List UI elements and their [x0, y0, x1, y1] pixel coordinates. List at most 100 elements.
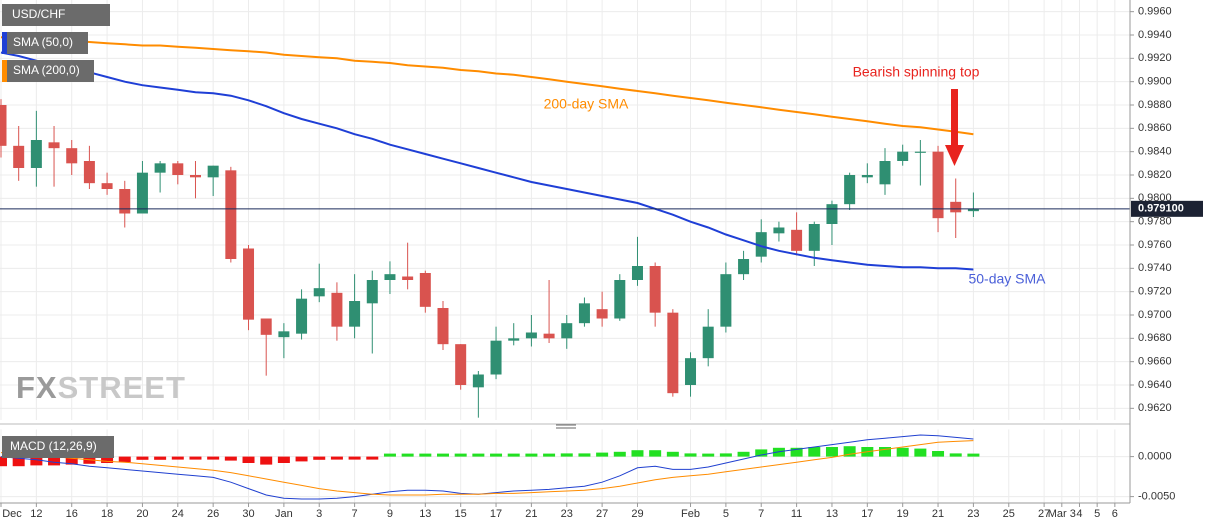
candle-body [243, 248, 255, 320]
annotation: Bearish spinning top [853, 64, 980, 80]
candle-body [614, 280, 626, 319]
histogram-bar [666, 451, 679, 457]
histogram-bar [825, 447, 838, 457]
histogram-bar [578, 453, 591, 457]
histogram-bar [313, 456, 326, 460]
histogram-bar [932, 451, 945, 457]
candle-body [225, 170, 237, 259]
y-tick-label: 0.0000 [1138, 451, 1172, 463]
x-tick-label: 4 [1076, 508, 1082, 520]
x-tick-label: 9 [387, 508, 393, 520]
histogram-bar [896, 447, 909, 457]
histogram-bar [543, 453, 556, 457]
legend-box [2, 60, 94, 82]
x-tick-label: 3 [316, 508, 322, 520]
legend-box [2, 436, 114, 458]
x-tick-label: 12 [30, 508, 42, 520]
histogram-bar [719, 453, 732, 457]
candle-body [349, 301, 361, 327]
histogram-bar [118, 456, 131, 463]
x-tick-label: 24 [172, 508, 184, 520]
histogram-bar [649, 450, 662, 457]
legend: USD/CHF SMA (50,0) SMA (200,0) MACD (12,… [2, 4, 114, 458]
candle-body [950, 201, 962, 213]
candle-body [578, 303, 590, 324]
x-tick-label: 25 [1003, 508, 1015, 520]
histogram-bar [454, 453, 467, 457]
candle-body [278, 331, 290, 338]
candle-body [296, 298, 308, 334]
histogram-bar [684, 453, 697, 457]
histogram-bar [207, 456, 220, 460]
x-tick-label: 27 [596, 508, 608, 520]
histogram-bar [171, 456, 184, 460]
x-tick-label: Dec [2, 508, 22, 520]
candle-body [914, 151, 926, 153]
candle-body [861, 175, 873, 178]
candle-body [720, 274, 732, 327]
x-tick-label: 5 [723, 508, 729, 520]
candle-body [0, 105, 7, 146]
y-tick-label: 0.9840 [1138, 146, 1172, 158]
histogram-bar [843, 446, 856, 457]
histogram-bar [702, 453, 715, 457]
histogram-bar [525, 453, 538, 457]
candle-body [685, 358, 697, 385]
y-tick-label: 0.9660 [1138, 356, 1172, 368]
histogram-bar [949, 453, 962, 457]
candle-body [773, 227, 785, 234]
candle-body [136, 172, 148, 214]
candle-body [702, 326, 714, 359]
histogram-bar [808, 447, 821, 457]
candle-body [402, 276, 414, 280]
x-tick-label: 15 [455, 508, 467, 520]
last-price-label: 0.979100 [1138, 203, 1184, 215]
x-tick-label: 13 [419, 508, 431, 520]
histogram-bar [596, 452, 609, 457]
candle-body [508, 338, 520, 341]
candle-body [331, 292, 343, 327]
histogram-bar [401, 453, 414, 457]
legend-swatch [2, 32, 7, 54]
candle-body [879, 161, 891, 185]
histogram-bar [12, 456, 25, 467]
line [0, 51, 974, 271]
histogram-bar [790, 447, 803, 457]
candle-body [83, 161, 95, 184]
histogram-bar [260, 456, 273, 465]
x-tick-label: 23 [967, 508, 979, 520]
y-tick-label: 0.9940 [1138, 29, 1172, 41]
y-tick-label: 0.9820 [1138, 169, 1172, 181]
x-tick-label: 13 [826, 508, 838, 520]
x-tick-label: 27 [1038, 508, 1050, 520]
candle-body [596, 309, 608, 319]
candle-body [455, 344, 467, 385]
y-tick-label: 0.9720 [1138, 286, 1172, 298]
candle-body [13, 145, 25, 168]
x-tick-label: 16 [66, 508, 78, 520]
histogram-bar [154, 456, 167, 460]
histogram-bar [330, 456, 343, 460]
candle-body [189, 175, 201, 178]
candle-body [631, 266, 643, 280]
x-tick-label: 17 [861, 508, 873, 520]
annotation: 200-day SMA [544, 96, 629, 112]
candle-body [119, 189, 131, 214]
x-tick-label: 21 [932, 508, 944, 520]
y-tick-label: 0.9620 [1138, 402, 1172, 414]
candle-body [101, 183, 113, 189]
histogram-bar [967, 453, 980, 457]
candle-body [48, 142, 60, 149]
candle-body [172, 163, 184, 175]
y-tick-label: 0.9960 [1138, 6, 1172, 18]
x-tick-label: 7 [352, 508, 358, 520]
histogram-bar [419, 453, 432, 457]
line [0, 440, 974, 496]
divider-handle [556, 424, 576, 429]
y-tick-label: 0.9920 [1138, 52, 1172, 64]
candle-body [30, 140, 42, 168]
watermark: FXSTREET [16, 370, 186, 405]
